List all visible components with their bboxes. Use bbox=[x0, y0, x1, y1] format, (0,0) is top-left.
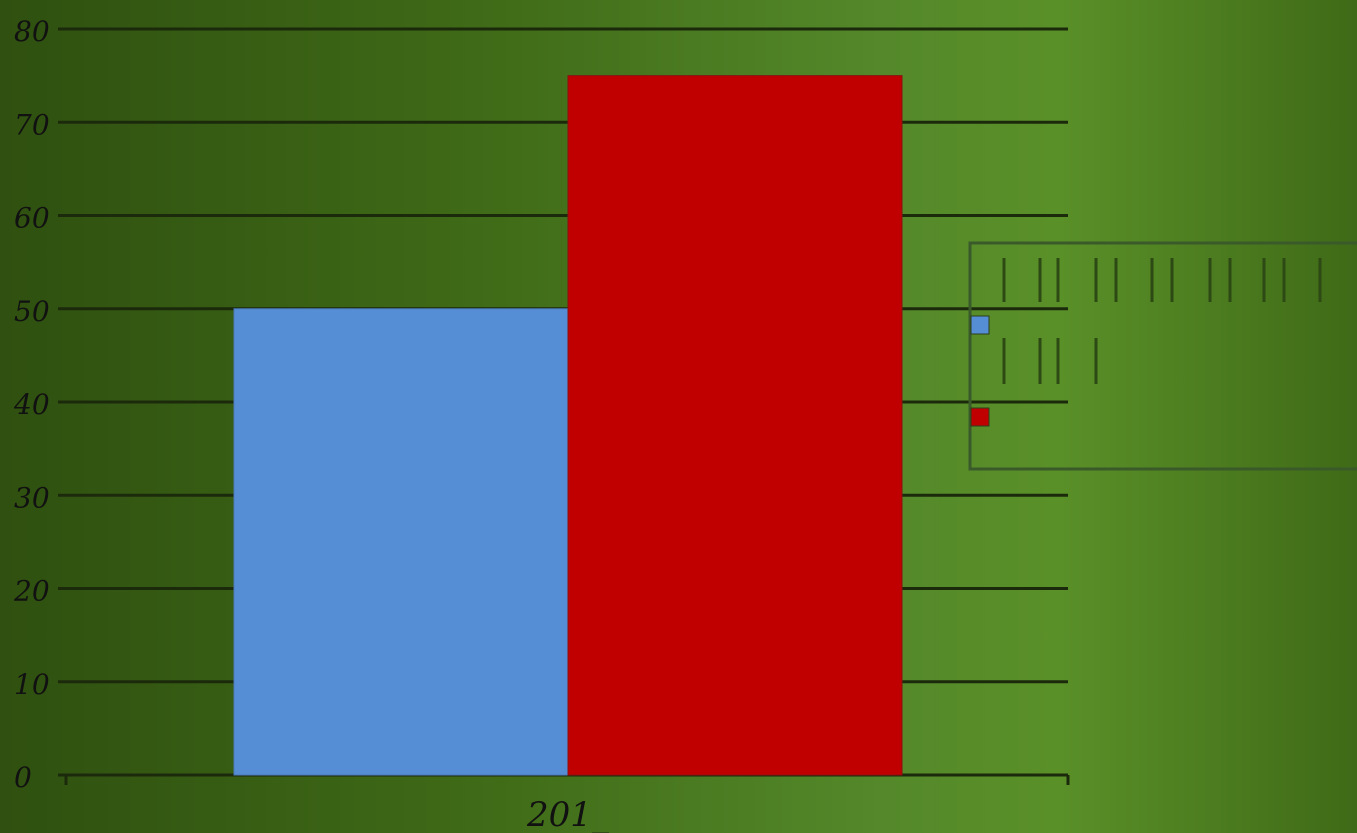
y-tick-label: 20 bbox=[13, 575, 50, 608]
y-tick-label: 60 bbox=[14, 202, 50, 235]
legend bbox=[968, 241, 1357, 471]
y-axis-tick-labels: 0 10 20 30 40 50 60 70 80 bbox=[13, 15, 50, 794]
bar-series-1-201_ bbox=[233, 308, 569, 776]
legend-box bbox=[968, 241, 1357, 471]
y-tick-label: 50 bbox=[14, 295, 50, 328]
bar-series-2-201_ bbox=[567, 75, 903, 776]
x-category-label: 201_ bbox=[526, 795, 609, 833]
legend-swatch-1 bbox=[970, 315, 990, 335]
y-tick-label: 80 bbox=[14, 15, 50, 48]
x-axis-category-labels: 201_ bbox=[526, 795, 609, 833]
legend-swatch-2 bbox=[970, 407, 990, 427]
y-tick-label: 0 bbox=[14, 761, 32, 794]
y-tick-label: 70 bbox=[14, 108, 50, 141]
y-tick-label: 30 bbox=[14, 481, 50, 514]
y-tick-label: 10 bbox=[14, 668, 50, 701]
y-tick-label: 40 bbox=[13, 388, 50, 421]
bars bbox=[233, 75, 903, 776]
axes bbox=[64, 775, 1070, 785]
